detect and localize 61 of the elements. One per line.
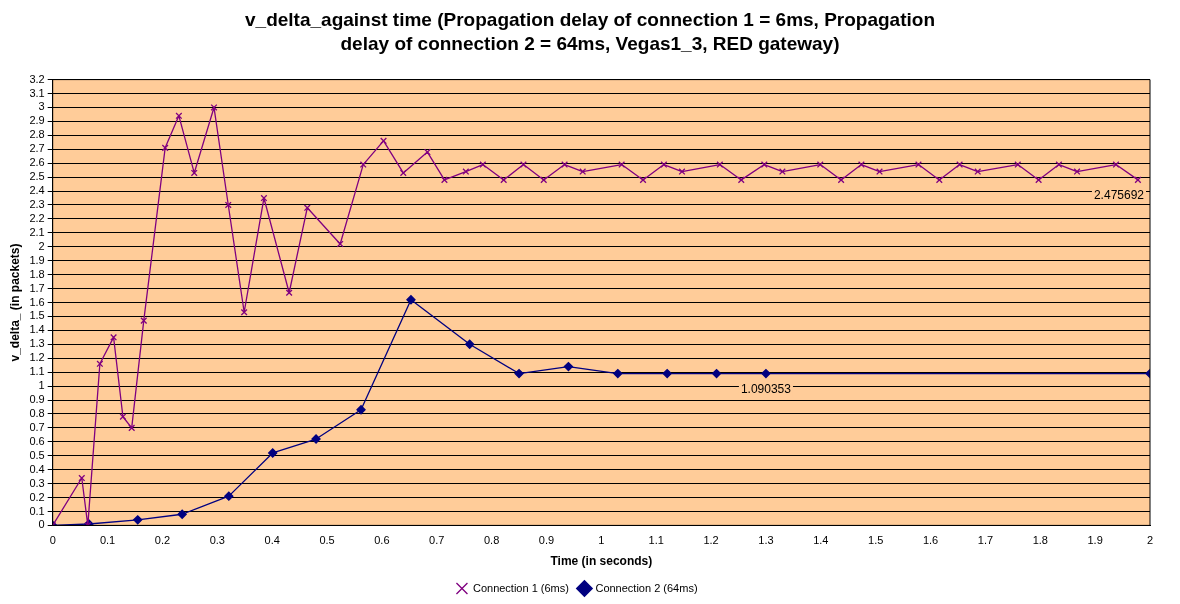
legend-label: Connection 1 (6ms) (472, 581, 569, 594)
y-tick-label: 0.9 (29, 393, 45, 406)
legend-label: Connection 2 (64ms) (595, 581, 698, 594)
annotation: 2.475692 (1093, 188, 1145, 203)
chart-title: v_delta_against time (Propagation delay of connection 1 = 6ms, Propagation delay of connection 2 = 64ms, Vegas1_3, RED gateway) (244, 8, 936, 56)
x-tick-label: 0.6 (374, 534, 390, 547)
y-tick-label: 0.4 (29, 462, 45, 475)
y-tick-label: 1.6 (29, 295, 45, 308)
x-tick-label: 0.1 (99, 534, 116, 547)
y-tick-label: 2.9 (29, 114, 45, 127)
x-tick-label: 0.5 (319, 534, 335, 547)
y-tick-label: 1.9 (29, 253, 45, 266)
x-tick-label: 1 (598, 534, 605, 547)
y-tick-label: 0 (38, 518, 45, 531)
y-tick-label: 1.1 (29, 365, 45, 378)
y-tick-label: 1.5 (29, 309, 45, 322)
x-tick-label: 0.2 (154, 534, 171, 547)
y-tick-label: 0.7 (29, 420, 45, 433)
y-tick-label: 1.2 (29, 351, 45, 364)
y-axis-title: v_delta_ (in packets) (7, 243, 22, 362)
x-tick-label: 0.4 (264, 534, 280, 547)
x-tick-label: 2 (1146, 534, 1154, 547)
x-tick-label: 1.6 (922, 534, 939, 547)
x-axis-title: Time (in seconds) (550, 554, 653, 569)
x-tick-label: 1.1 (648, 534, 664, 547)
y-tick-label: 2.8 (29, 128, 45, 141)
annotation: 1.090353 (740, 381, 792, 396)
x-tick-label: 0.8 (483, 534, 500, 547)
y-tick-label: 0.3 (29, 476, 45, 489)
y-tick-label: 1.7 (29, 281, 45, 294)
y-tick-label: 0.5 (29, 448, 45, 461)
x-tick-label: 1.4 (813, 534, 829, 547)
y-tick-label: 0.2 (29, 490, 45, 503)
y-tick-label: 3 (38, 100, 45, 113)
x-tick-label: 0 (49, 534, 56, 547)
y-tick-label: 1.4 (29, 323, 45, 336)
y-tick-label: 2 (38, 239, 45, 252)
x-tick-label: 1.3 (758, 534, 774, 547)
x-tick-label: 1.9 (1087, 534, 1103, 547)
y-tick-label: 0.6 (29, 434, 45, 447)
y-tick-label: 2.5 (29, 170, 45, 183)
y-tick-label: 1 (38, 379, 45, 392)
y-tick-label: 1.3 (29, 337, 45, 350)
x-tick-label: 1.2 (703, 534, 719, 547)
x-tick-label: 0.7 (429, 534, 445, 547)
x-tick-label: 1.8 (1032, 534, 1048, 547)
y-tick-label: 2.3 (29, 198, 45, 211)
y-tick-label: 2.1 (29, 225, 45, 238)
y-tick-label: 2.6 (29, 156, 45, 169)
x-tick-label: 1.5 (868, 534, 884, 547)
y-tick-label: 2.7 (29, 142, 45, 155)
y-tick-label: 2.4 (29, 184, 45, 197)
y-tick-label: 3.2 (29, 72, 45, 85)
x-tick-label: 1.7 (977, 534, 994, 547)
y-tick-label: 3.1 (29, 86, 45, 99)
y-tick-label: 0.1 (29, 504, 45, 517)
y-tick-label: 1.8 (29, 267, 45, 280)
y-tick-label: 0.8 (29, 406, 45, 419)
x-tick-label: 0.9 (538, 534, 555, 547)
y-tick-label: 2.2 (29, 211, 45, 224)
x-tick-label: 0.3 (209, 534, 225, 547)
